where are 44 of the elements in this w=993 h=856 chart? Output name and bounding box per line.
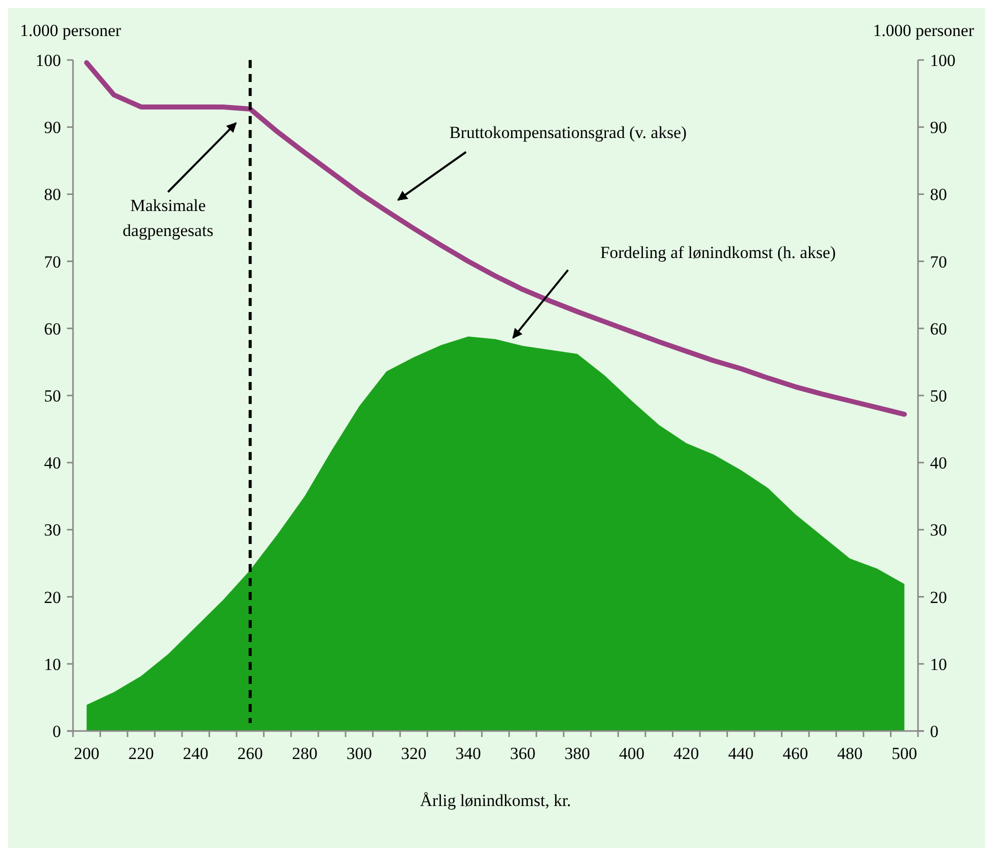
- y-tick-label: 20: [44, 588, 61, 607]
- y-tick-label: 80: [44, 185, 61, 204]
- annotation: Bruttokompensationsgrad (v. akse): [449, 123, 687, 142]
- x-tick-label: 320: [400, 744, 426, 763]
- y2-tick-label: 70: [930, 252, 947, 272]
- x-tick-label: 400: [619, 744, 645, 763]
- x-axis-title: Årlig lønindkomst, kr.: [420, 791, 572, 810]
- y-tick-label: 90: [44, 118, 61, 138]
- x-tick-label: 300: [346, 744, 372, 763]
- y-tick-label: 100: [36, 51, 61, 70]
- x-tick-label: 360: [510, 744, 536, 763]
- y-tick-label: 0: [52, 722, 61, 741]
- x-tick-label: 460: [782, 744, 808, 763]
- y2-tick-label: 30: [930, 520, 947, 540]
- y2-axis-title: 1.000 personer: [872, 21, 974, 40]
- y2-tick-label: 80: [930, 185, 947, 204]
- y2-tick-label: 100: [930, 51, 956, 70]
- y2-tick-label: 0: [930, 722, 938, 741]
- x-tick-label: 240: [182, 744, 208, 763]
- annotation: Fordeling af lønindkomst (h. akse): [600, 243, 836, 262]
- x-tick-label: 380: [564, 744, 590, 763]
- y2-tick-label: 60: [930, 319, 947, 338]
- y2-tick-label: 90: [930, 118, 947, 138]
- x-tick-label: 420: [674, 744, 700, 763]
- y-tick-label: 10: [44, 654, 61, 674]
- x-tick-label: 500: [892, 744, 918, 763]
- y-tick-label: 40: [44, 454, 61, 473]
- y-tick-label: 70: [44, 252, 61, 272]
- x-tick-label: 220: [128, 744, 154, 763]
- y-axis-title: 1.000 personer: [20, 21, 122, 40]
- y2-tick-label: 50: [930, 386, 947, 406]
- x-tick-label: 340: [455, 744, 481, 763]
- y-tick-label: 30: [44, 520, 61, 540]
- annotation: Maksimale dagpengesats: [122, 196, 214, 240]
- y-tick-label: 50: [44, 386, 61, 406]
- y2-tick-label: 10: [930, 654, 947, 674]
- y2-tick-label: 40: [930, 454, 947, 473]
- x-tick-label: 280: [292, 744, 318, 763]
- y-tick-label: 60: [44, 319, 61, 338]
- x-tick-label: 440: [728, 744, 754, 763]
- x-tick-label: 200: [74, 744, 100, 763]
- x-tick-label: 260: [237, 744, 263, 763]
- x-tick-label: 480: [837, 744, 863, 763]
- y2-tick-label: 20: [930, 588, 947, 607]
